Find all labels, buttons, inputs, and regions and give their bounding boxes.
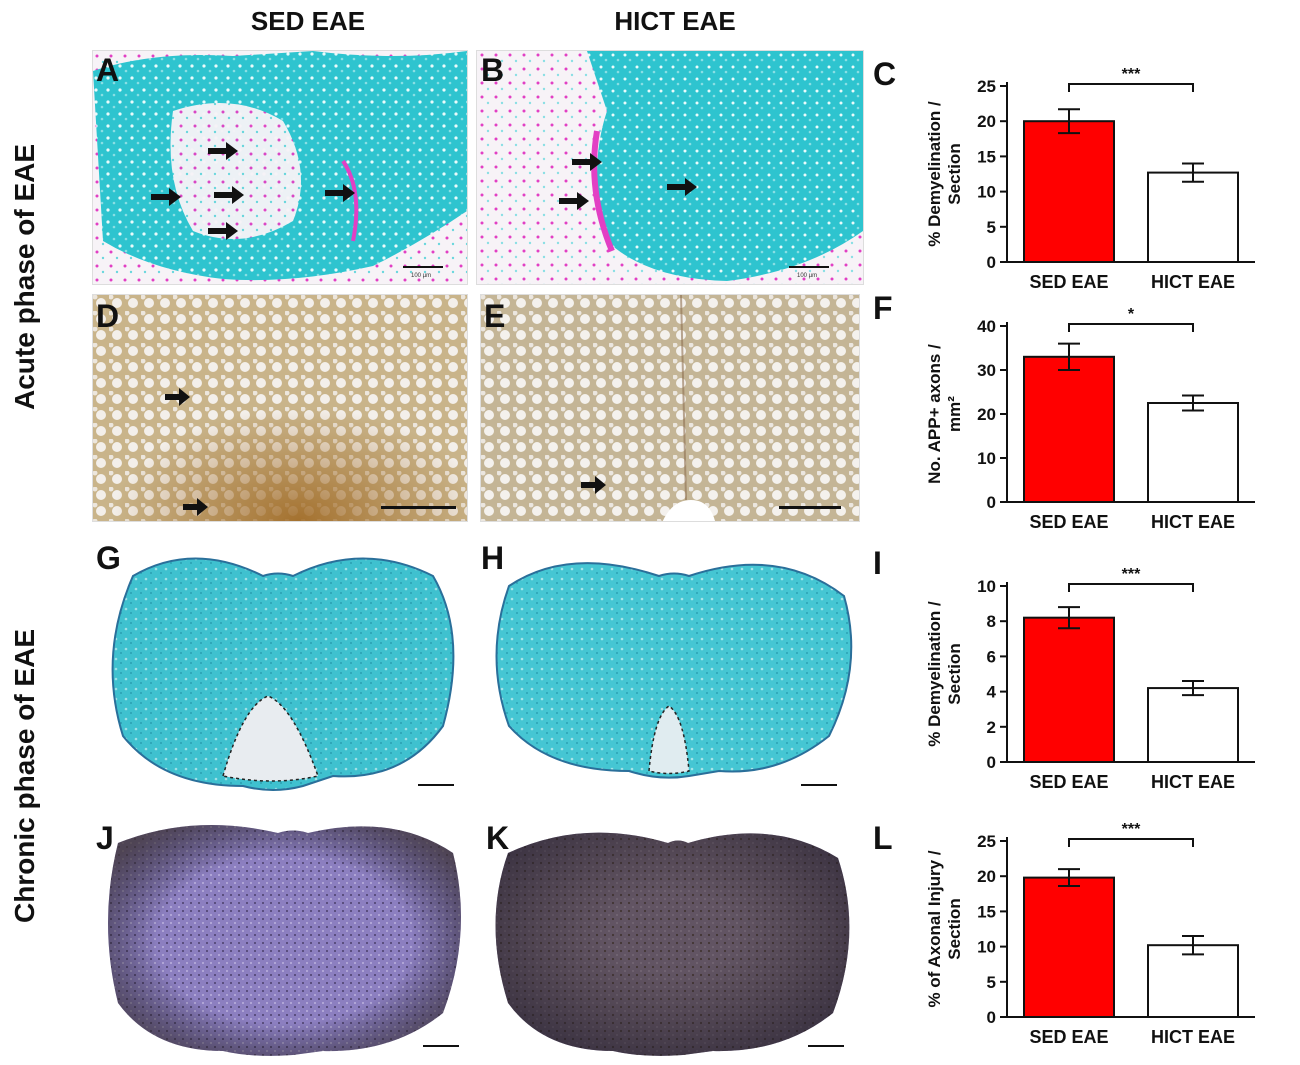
y-tick-label: 0 [987, 253, 996, 272]
histology-spinal-cord-image [108, 825, 461, 1056]
significance-label: *** [1122, 66, 1141, 83]
y-tick-label: 20 [977, 867, 996, 886]
y-tick-label: 15 [977, 902, 996, 921]
column-title-sed: SED EAE [250, 6, 366, 36]
panel-label-j: J [96, 820, 114, 856]
x-tick-label: HICT EAE [1151, 512, 1235, 532]
y-tick-label: 10 [977, 938, 996, 957]
significance-label: * [1128, 306, 1135, 323]
panel-label-b: B [481, 52, 505, 88]
y-tick-label: 40 [977, 317, 996, 336]
bar-chart-svg: % of Axonal Injury /Section 0 5 10 15 20 25 SED… [925, 821, 1255, 1047]
y-tick-label: 0 [987, 493, 996, 512]
panel-g-lfb-chronic-sed [92, 535, 468, 802]
panel-label-c: C [873, 56, 897, 92]
panel-label-g: G [96, 540, 121, 576]
y-tick-label: 20 [977, 405, 996, 424]
x-tick-label: SED EAE [1029, 772, 1108, 792]
x-tick-label: SED EAE [1029, 512, 1108, 532]
y-tick-label: 5 [987, 973, 996, 992]
panel-label-k: K [486, 820, 510, 856]
significance-label: *** [1122, 566, 1141, 583]
y-tick-label: 20 [977, 112, 996, 131]
x-tick-label: SED EAE [1029, 1027, 1108, 1047]
bar-sed [1023, 616, 1115, 764]
bar-chart-svg: No. APP+ axons /mm² 0 10 20 30 40 SED EAE HICT … [925, 306, 1255, 532]
panel-label-e: E [484, 298, 506, 334]
significance-bracket [1068, 583, 1194, 592]
histology-spinal-cord-image [495, 832, 850, 1056]
row-title-acute: Acute phase of EAE [9, 143, 40, 410]
chart-i: % Demyelination /Section 0 2 4 6 8 10 SED EAE HI… [880, 560, 1300, 800]
x-tick-label: HICT EAE [1151, 272, 1235, 292]
scale-bar-label: 100 µm [797, 273, 817, 279]
panel-label-a: A [96, 52, 120, 88]
histology-spinal-cord-image [111, 557, 455, 791]
significance-bracket [1068, 838, 1194, 847]
panel-label-f: F [873, 290, 893, 326]
y-tick-label: 10 [977, 577, 996, 596]
bar-hict [1147, 171, 1239, 263]
histology-lfb-image: 100 µm [93, 51, 467, 284]
bar-hict [1147, 402, 1239, 503]
bar-chart-svg: % Demyelination /Section 0 2 4 6 8 10 SED EAE HI… [925, 566, 1255, 792]
y-tick-label: 6 [987, 647, 996, 666]
bar-sed [1023, 876, 1115, 1018]
y-tick-label: 5 [987, 218, 996, 237]
y-tick-label: 2 [987, 718, 996, 737]
panel-b-lfb-acute-hict: 100 µm [476, 50, 864, 285]
chart-c: % Demyelination /Section 0 5 10 15 20 25 SED EA… [880, 60, 1300, 300]
y-tick-label: 30 [977, 361, 996, 380]
y-tick-label: 15 [977, 147, 996, 166]
bar-sed [1023, 355, 1115, 503]
panel-e-app-acute-hict [480, 294, 860, 522]
y-tick-label: 4 [987, 683, 997, 702]
panel-label-i: I [873, 545, 882, 581]
bar-sed [1023, 120, 1115, 264]
y-tick-label: 8 [987, 612, 996, 631]
y-axis-label: No. APP+ axons /mm² [925, 344, 964, 484]
panel-label-h: H [481, 540, 505, 576]
y-tick-label: 25 [977, 832, 996, 851]
y-tick-label: 0 [987, 1008, 996, 1027]
panel-d-app-acute-sed [92, 294, 468, 522]
panel-k-nf-chronic-hict [482, 812, 864, 1059]
chart-f: No. APP+ axons /mm² 0 10 20 30 40 SED EAE HICT … [880, 300, 1300, 540]
chart-l: % of Axonal Injury /Section 0 5 10 15 20 25 SED… [880, 815, 1300, 1055]
bar-chart-svg: % Demyelination /Section 0 5 10 15 20 25 SED EA… [925, 66, 1255, 292]
column-title-hict: HICT EAE [614, 6, 736, 36]
x-tick-label: HICT EAE [1151, 772, 1235, 792]
y-axis-label: % of Axonal Injury /Section [925, 850, 964, 1007]
y-tick-label: 10 [977, 183, 996, 202]
histology-app-image [93, 295, 467, 521]
bar-hict [1147, 944, 1239, 1018]
y-axis-label: % Demyelination /Section [925, 101, 964, 247]
significance-label: *** [1122, 821, 1141, 838]
histology-lfb-image: 100 µm [477, 51, 863, 284]
y-tick-label: 25 [977, 77, 996, 96]
x-tick-label: SED EAE [1029, 272, 1108, 292]
panel-j-nf-chronic-sed [92, 812, 468, 1059]
significance-bracket [1068, 83, 1194, 92]
histology-app-image [481, 295, 859, 521]
panel-a-lfb-acute-sed: 100 µm [92, 50, 468, 285]
y-tick-label: 0 [987, 753, 996, 772]
row-title-chronic: Chronic phase of EAE [9, 628, 40, 924]
histology-spinal-cord-image [495, 562, 853, 786]
y-tick-label: 10 [977, 449, 996, 468]
significance-bracket [1068, 323, 1194, 332]
panel-label-l: L [873, 820, 893, 856]
scale-bar-label: 100 µm [411, 273, 431, 279]
x-tick-label: HICT EAE [1151, 1027, 1235, 1047]
panel-h-lfb-chronic-hict [478, 535, 864, 802]
bar-hict [1147, 687, 1239, 763]
panel-label-d: D [96, 298, 120, 334]
y-axis-label: % Demyelination /Section [925, 601, 964, 747]
